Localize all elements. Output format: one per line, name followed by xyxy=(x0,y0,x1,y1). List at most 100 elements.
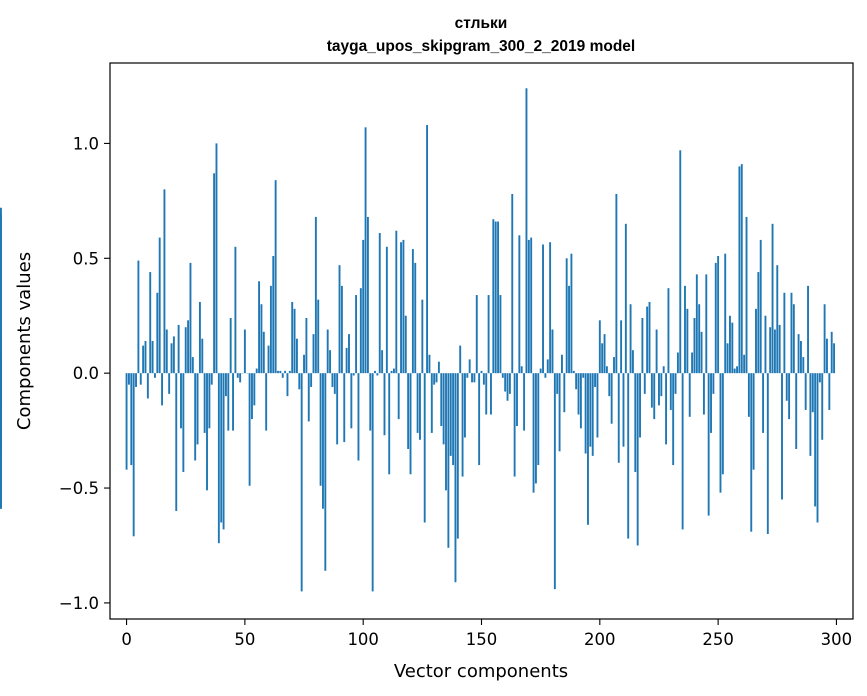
bar-108 xyxy=(381,350,384,374)
bar-52 xyxy=(248,373,251,486)
bar-169 xyxy=(525,88,528,374)
bar-57 xyxy=(260,304,263,374)
bar-63 xyxy=(274,180,277,374)
bar-48 xyxy=(239,373,242,383)
bar-225 xyxy=(658,373,660,406)
bar-181 xyxy=(553,373,556,590)
bar-127 xyxy=(426,125,429,374)
bar-251 xyxy=(719,373,722,493)
bar-81 xyxy=(317,299,320,374)
bar-279 xyxy=(785,373,788,401)
bar-283 xyxy=(795,373,798,449)
bar-290 xyxy=(811,373,814,413)
bar-244 xyxy=(702,373,705,415)
bar-271 xyxy=(766,373,769,534)
bar-136 xyxy=(447,373,450,548)
bar-177 xyxy=(544,373,547,378)
bar-16 xyxy=(163,189,166,374)
bar-128 xyxy=(428,354,431,374)
bar-22 xyxy=(177,324,180,374)
bar-155 xyxy=(492,219,495,374)
bar-23 xyxy=(180,373,182,429)
bar-104 xyxy=(371,373,374,592)
bar-45 xyxy=(232,373,234,431)
bar-24 xyxy=(182,373,185,472)
bar-162 xyxy=(508,373,511,394)
bar-170 xyxy=(527,239,530,374)
bar-137 xyxy=(449,373,452,456)
bar-238 xyxy=(688,373,691,417)
bar-285 xyxy=(800,341,802,374)
bar-74 xyxy=(300,373,303,592)
bar-133 xyxy=(440,373,443,427)
bar-27 xyxy=(189,262,192,374)
bar-204 xyxy=(608,373,611,397)
bar-50 xyxy=(243,329,246,374)
bar-42 xyxy=(225,373,227,397)
bar-115 xyxy=(397,373,400,420)
bar-186 xyxy=(565,258,568,374)
bar-79 xyxy=(312,334,315,374)
bar-223 xyxy=(653,373,656,420)
bar-122 xyxy=(414,262,417,374)
bar-109 xyxy=(383,373,386,436)
bar-184 xyxy=(561,354,563,374)
bar-237 xyxy=(686,308,689,374)
x-tick-label: 250 xyxy=(702,630,734,649)
bar-31 xyxy=(198,301,201,374)
bar-173 xyxy=(534,373,537,484)
bar-297 xyxy=(828,373,831,410)
bar-134 xyxy=(442,373,445,445)
bar-216 xyxy=(636,373,639,546)
x-tick-label: 50 xyxy=(234,630,255,649)
bar-286 xyxy=(802,357,805,374)
bar-280 xyxy=(788,373,791,420)
bar-6 xyxy=(139,373,142,385)
bar-58 xyxy=(262,331,265,374)
bar-96 xyxy=(352,373,355,376)
bar-40 xyxy=(220,373,223,523)
bar-166 xyxy=(518,235,521,374)
bar-188 xyxy=(570,253,573,374)
bar-55 xyxy=(255,368,258,374)
bar-83 xyxy=(322,373,324,509)
bar-38 xyxy=(215,143,218,374)
bar-103 xyxy=(369,373,372,431)
bar-193 xyxy=(582,373,585,378)
bar-10 xyxy=(149,272,152,374)
bar-273 xyxy=(771,223,774,374)
bar-171 xyxy=(530,237,533,374)
bar-256 xyxy=(731,322,734,374)
x-tick-label: 150 xyxy=(466,630,498,649)
bar-110 xyxy=(385,246,388,374)
bar-91 xyxy=(340,285,343,374)
bar-132 xyxy=(437,361,440,374)
bar-70 xyxy=(291,301,294,374)
bar-112 xyxy=(390,370,393,374)
bar-72 xyxy=(295,338,298,374)
bar-33 xyxy=(203,373,206,433)
bar-246 xyxy=(707,373,710,516)
bar-46 xyxy=(234,246,237,374)
bar-87 xyxy=(331,373,334,387)
bar-165 xyxy=(516,373,518,427)
y-tick-label: 1.0 xyxy=(73,134,99,153)
bar-278 xyxy=(783,292,786,374)
bar-265 xyxy=(752,373,755,470)
bar-undefined xyxy=(0,373,2,399)
bar-284 xyxy=(797,334,800,374)
bar-7 xyxy=(142,345,145,374)
bar-95 xyxy=(350,373,353,429)
bar-61 xyxy=(269,285,272,374)
bar-276 xyxy=(778,324,781,374)
bar-53 xyxy=(251,373,253,420)
bar-185 xyxy=(563,373,566,413)
bar-118 xyxy=(404,315,407,374)
bar-163 xyxy=(511,193,514,374)
bar-147 xyxy=(473,373,476,383)
bar-149 xyxy=(478,373,481,466)
bar-235 xyxy=(681,373,684,530)
bar-56 xyxy=(258,281,261,374)
y-tick-label: 0.5 xyxy=(73,249,99,268)
bar-275 xyxy=(776,265,779,374)
